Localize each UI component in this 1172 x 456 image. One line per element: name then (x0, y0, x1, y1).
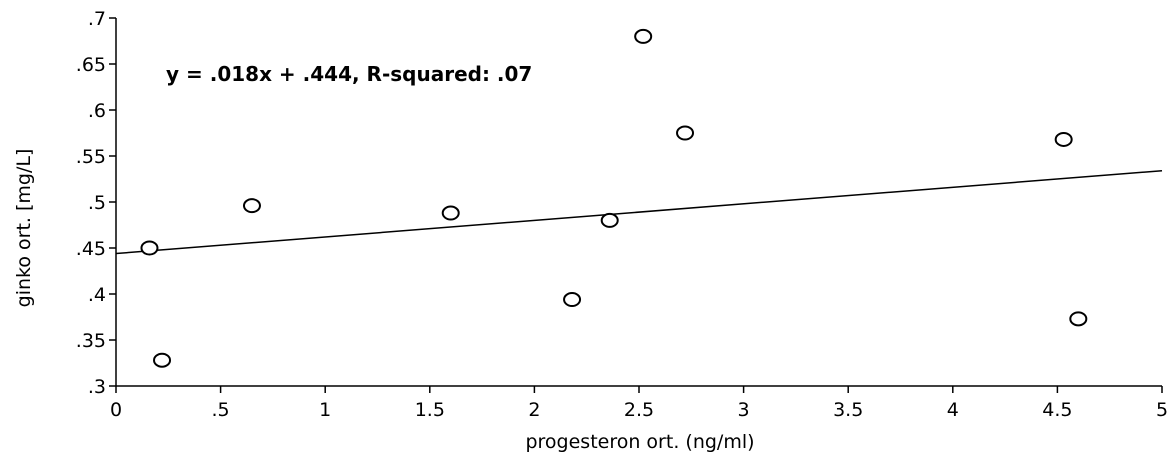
x-tick-label: 2.5 (624, 399, 654, 421)
x-tick-label: 3 (738, 399, 750, 421)
x-tick-label: 3.5 (833, 399, 863, 421)
data-points (140, 28, 1088, 368)
x-tick-label: 1.5 (415, 399, 445, 421)
data-point (242, 198, 261, 214)
x-tick-label: 2 (528, 399, 540, 421)
y-tick-label: .5 (88, 192, 106, 214)
regression-line (115, 169, 1163, 255)
x-tick-label: 0 (110, 399, 122, 421)
data-point (676, 125, 695, 141)
data-point (441, 205, 460, 221)
y-tick-label: .3 (88, 376, 106, 398)
data-point (153, 352, 172, 368)
ticks: 0 .5 1 1.5 2 2.5 3 3.5 4 4.5 5 .3 .35 .4 .45 .5 .55 .6 .65… (76, 8, 1168, 421)
y-tick-label: .45 (76, 238, 106, 260)
y-tick-label: .4 (88, 284, 106, 306)
x-tick-label: 5 (1156, 399, 1168, 421)
x-tick-label: 1 (319, 399, 331, 421)
y-tick-label: .65 (76, 54, 106, 76)
y-tick-label: .6 (88, 100, 106, 122)
fit-line-group (115, 169, 1163, 255)
data-point (1054, 131, 1073, 147)
y-tick-label: .7 (88, 8, 106, 30)
data-point (1069, 311, 1088, 327)
x-tick-label: 4.5 (1042, 399, 1072, 421)
y-tick-label: .55 (76, 146, 106, 168)
y-tick-label: .35 (76, 330, 106, 352)
data-point (600, 212, 619, 228)
regression-annotation: y = .018x + .444, R-squared: .07 (166, 62, 532, 86)
data-point (634, 28, 653, 44)
x-tick-label: .5 (212, 399, 230, 421)
y-axis-title: ginko ort. [mg/L] (13, 149, 35, 308)
x-tick-label: 4 (947, 399, 959, 421)
data-point (563, 292, 582, 308)
data-point (140, 240, 159, 256)
x-axis-title: progesteron ort. (ng/ml) (525, 431, 754, 453)
